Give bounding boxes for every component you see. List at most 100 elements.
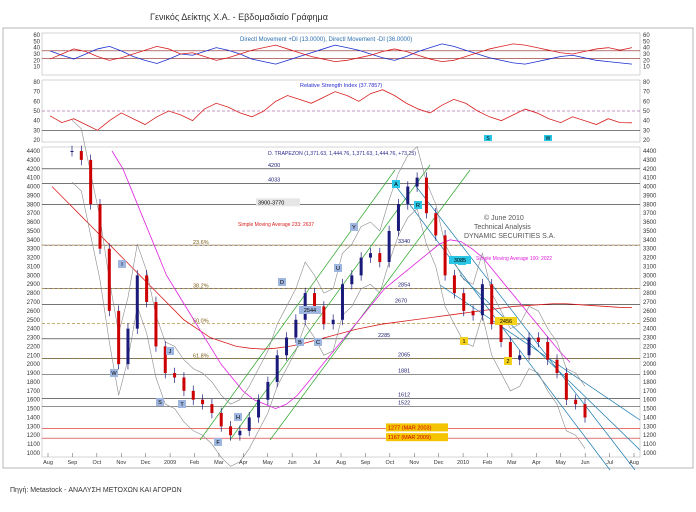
price-right-tick: 4200 <box>643 167 657 173</box>
price-left-tick: 2800 <box>27 291 41 297</box>
price-marker-label: H <box>236 415 240 421</box>
price-marker <box>392 180 400 188</box>
header-text: Γενικός Δείκτης Χ.Α. - Εβδομαδιαίο Γράφη… <box>150 12 328 22</box>
price-right-tick: 1300 <box>643 424 657 430</box>
rsi-right-tick: 30 <box>643 128 650 134</box>
candle-body <box>350 275 354 285</box>
price-marker-label: S <box>158 400 162 406</box>
candle-body <box>546 341 550 360</box>
price-right-tick: 1100 <box>643 442 657 448</box>
rsi-marker-label: W <box>546 136 551 142</box>
price-marker-label: C <box>316 340 320 346</box>
price-hline-label: 4033 <box>268 178 280 184</box>
price-hline-label: 2065 <box>398 352 410 358</box>
dmi-left-tick: 60 <box>33 33 40 39</box>
x-tick-label: Apr <box>532 460 541 466</box>
dmi-right-tick: 30 <box>643 52 650 58</box>
candle-body <box>527 337 531 356</box>
price-left-tick: 2900 <box>27 282 41 288</box>
price-left-tick: 1100 <box>27 442 41 448</box>
price-left-tick: 1500 <box>27 407 41 413</box>
rsi-left-tick: 20 <box>33 138 40 144</box>
price-marker-label: U <box>336 266 340 272</box>
price-right-tick: 2400 <box>643 327 657 333</box>
price-left-tick: 1200 <box>27 433 41 439</box>
dmi-right-tick: 60 <box>643 33 650 39</box>
price-hline-label: 3340 <box>398 239 410 245</box>
price-right-tick: 2200 <box>643 344 657 350</box>
price-right-tick: 3000 <box>643 273 657 279</box>
candle-body <box>415 177 419 187</box>
price-left-tick: 1300 <box>27 424 41 430</box>
candle-body <box>163 346 167 374</box>
rsi-right-tick: 50 <box>643 109 650 115</box>
price-marker <box>118 260 126 268</box>
price-right-tick: 2100 <box>643 353 657 359</box>
dmi-series-line <box>49 43 633 63</box>
price-right-tick: 4400 <box>643 149 657 155</box>
watermark-line2: Technical Analysis <box>474 224 531 231</box>
candle-body <box>536 337 540 342</box>
candle-body <box>135 275 139 329</box>
price-left-tick: 4300 <box>27 158 41 164</box>
price-right-tick: 2600 <box>643 309 657 315</box>
price-hlines: 4200 4033 3900-3770 3340 2854 2670 2285 2065 188… <box>42 163 640 442</box>
price-left-tick: 3200 <box>27 256 41 262</box>
price-hline-label: 1167 (MAR 2009) <box>388 435 431 441</box>
dmi-right-tick: 40 <box>643 46 650 52</box>
x-tick-label: Nov <box>409 460 419 466</box>
dmi-left-tick: 50 <box>33 39 40 45</box>
price-right-tick: 4100 <box>643 176 657 182</box>
x-tick-label: Jun <box>581 460 590 466</box>
rsi-lines <box>42 89 640 131</box>
price-marker-label: 2 <box>506 359 509 365</box>
price-left-tick: 3700 <box>27 211 41 217</box>
price-marker-label: J <box>169 349 172 355</box>
price-marker-label: 2456 <box>500 319 512 325</box>
x-tick-label: Jul <box>606 460 613 466</box>
rsi-marker <box>544 135 552 141</box>
candle-body <box>89 159 93 205</box>
candle-body <box>313 293 317 307</box>
price-marker <box>278 278 286 286</box>
candle-body <box>145 275 149 302</box>
price-right-tick: 3100 <box>643 264 657 270</box>
price-left-tick: 2500 <box>27 318 41 324</box>
price-marker <box>350 223 358 231</box>
candle-body <box>191 390 195 400</box>
price-left-tick: 1800 <box>27 380 41 386</box>
candle-body <box>238 430 242 436</box>
price-right-tick: 3600 <box>643 220 657 226</box>
rsi-marker <box>484 135 492 141</box>
price-marker <box>334 264 342 272</box>
price-marker-label: I <box>121 262 123 268</box>
rsi-line <box>49 89 633 131</box>
dmi-series-line <box>49 43 633 65</box>
price-left-tick: 2300 <box>27 336 41 342</box>
rsi-right-tick: 20 <box>643 138 650 144</box>
price-right-tick: 1200 <box>643 433 657 439</box>
candle-body <box>340 284 344 320</box>
price-marker <box>110 369 118 377</box>
price-right-tick: 2000 <box>643 362 657 368</box>
band-upper <box>71 119 586 405</box>
price-hline-label: 2670 <box>395 299 407 305</box>
candle-body <box>285 337 289 356</box>
price-marker-label: F <box>216 440 220 446</box>
price-left-tick: 1000 <box>27 451 41 457</box>
ma100-label: Simple Moving Average 100: 2022 <box>476 256 552 262</box>
price-right-tick: 2500 <box>643 318 657 324</box>
rsi-left-tick: 60 <box>33 99 40 105</box>
price-hline-label: 3900-3770 <box>258 200 284 206</box>
candle-body <box>462 293 466 311</box>
dmi-left-tick: 10 <box>33 65 40 71</box>
price-hline-label-bg <box>256 198 300 207</box>
price-right-tick: 1400 <box>643 415 657 421</box>
trend-line <box>459 274 641 451</box>
price-marker <box>449 256 471 264</box>
price-left-tick: 2700 <box>27 300 41 306</box>
candle-body <box>275 355 279 382</box>
price-fib-levels: 23.6% 38.2% 50.0% 61.8% <box>42 240 640 359</box>
